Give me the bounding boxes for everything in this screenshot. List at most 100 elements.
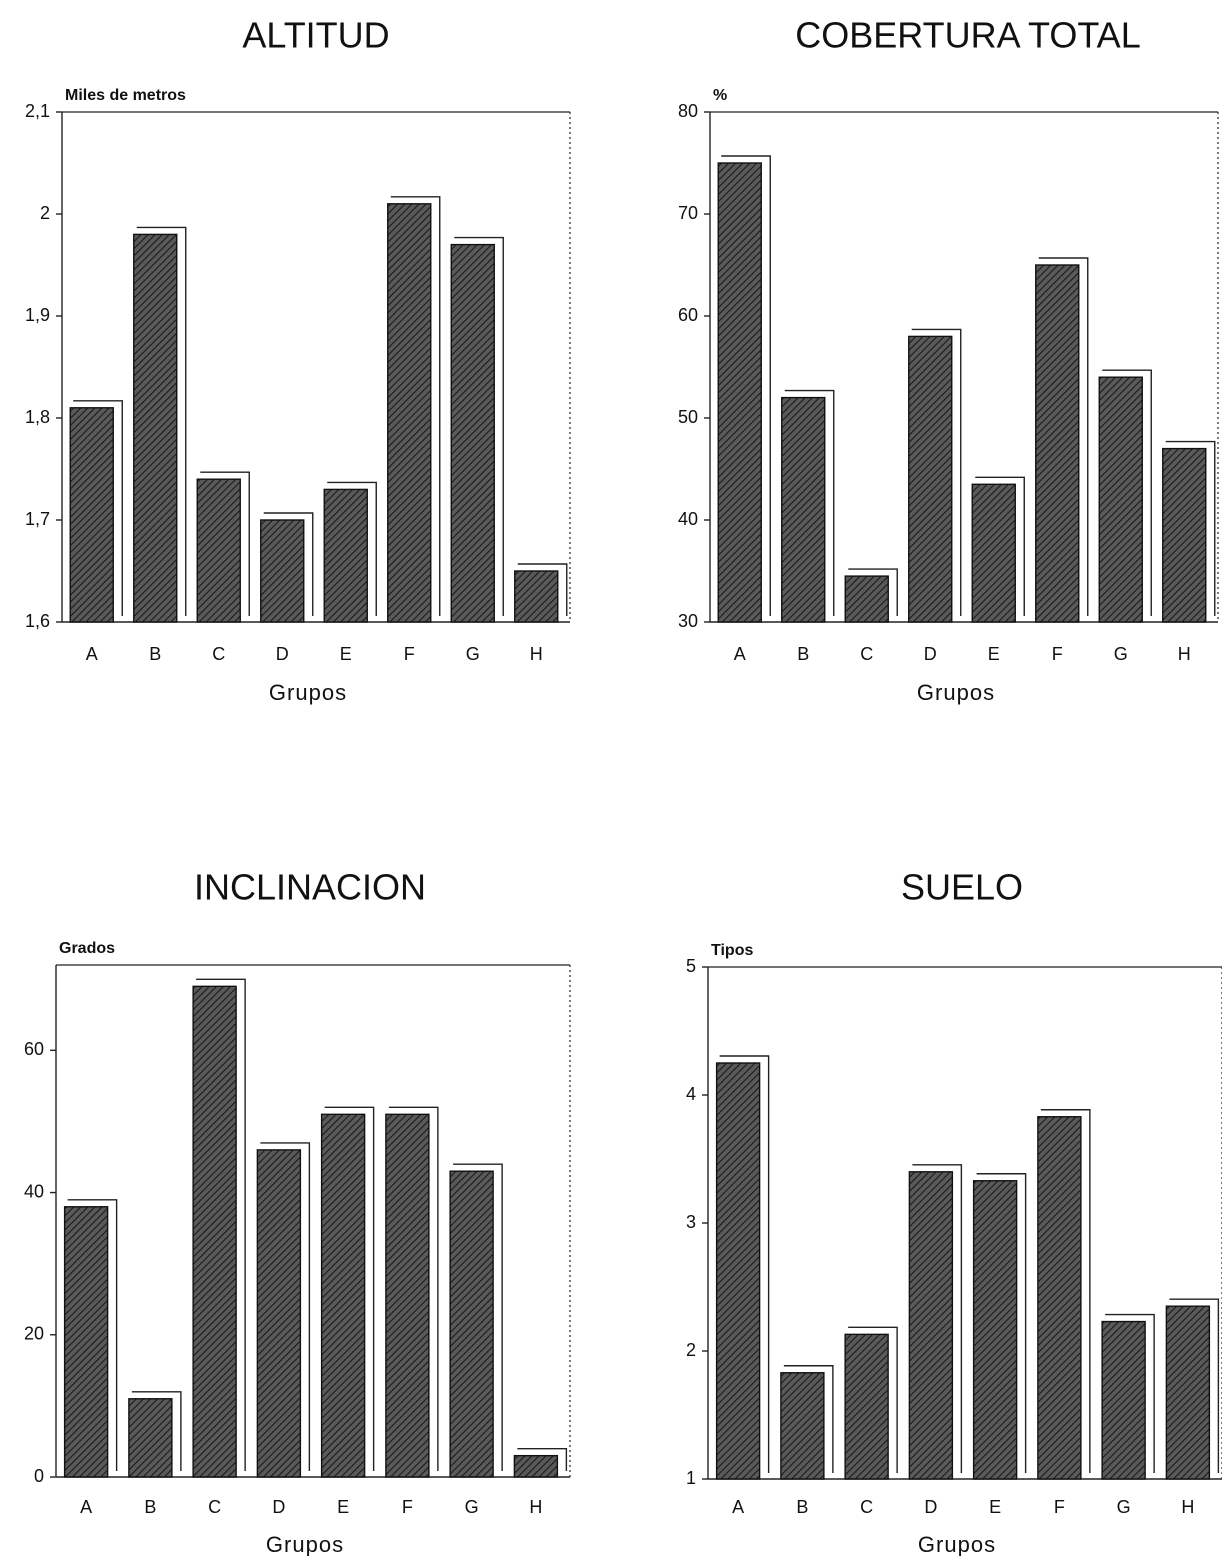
y-tick-label: 1,6 — [25, 611, 50, 631]
y-unit-label: Tipos — [711, 942, 753, 959]
chart-title: INCLINACION — [194, 867, 426, 908]
bar-A — [69, 407, 114, 623]
bar-H — [1165, 1305, 1211, 1480]
bar-H — [1162, 447, 1207, 623]
bar-H — [514, 570, 559, 623]
x-tick-label: D — [276, 644, 289, 664]
x-tick-label: D — [924, 1497, 937, 1517]
x-tick-label: C — [212, 644, 225, 664]
bar-shadow — [1038, 257, 1089, 616]
x-axis-label: Grupos — [918, 1532, 996, 1556]
bar-shadow — [136, 226, 187, 616]
bar-shadow — [388, 1106, 439, 1471]
bar-G — [449, 1170, 494, 1478]
bar-E — [323, 488, 368, 623]
bar-shadow — [67, 1199, 118, 1471]
y-tick-label: 2 — [40, 203, 50, 223]
bar-shadow — [719, 1055, 770, 1473]
bar-shadow — [976, 1173, 1027, 1473]
bar-shadow — [1105, 1313, 1155, 1473]
y-tick-label: 2 — [686, 1340, 696, 1360]
x-tick-label: A — [80, 1497, 92, 1517]
bar-G — [1098, 376, 1143, 623]
bar-E — [320, 1113, 366, 1478]
chart-title: COBERTURA TOTAL — [795, 15, 1140, 56]
x-tick-label: H — [529, 1497, 542, 1517]
bar-shadow — [73, 400, 123, 616]
x-tick-label: F — [404, 644, 415, 664]
x-tick-label: F — [1052, 644, 1063, 664]
bar-E — [972, 1180, 1018, 1480]
bar-D — [908, 335, 953, 623]
x-axis-label: Grupos — [269, 680, 347, 705]
bar-E — [971, 483, 1016, 623]
bar-F — [1035, 264, 1080, 623]
bar-shadow — [911, 328, 962, 616]
x-tick-label: D — [924, 644, 937, 664]
bar-shadow — [1102, 369, 1152, 616]
y-unit-label: % — [713, 87, 727, 104]
y-tick-label: 3 — [686, 1212, 696, 1232]
chart-title: ALTITUD — [242, 15, 389, 56]
bar-C — [196, 478, 241, 623]
bar-shadow — [131, 1391, 182, 1471]
bar-D — [256, 1149, 302, 1478]
bar-C — [192, 985, 237, 1478]
bar-shadow — [1165, 440, 1216, 616]
bar-H — [513, 1454, 559, 1478]
bar-shadow — [517, 563, 568, 616]
chart-1: ALTITUD Miles de metros 1,6 1,7 1,8 1,9 2 2,1 A B… — [25, 15, 571, 705]
chart-3: INCLINACION Grados 0 20 40 60 A B C D E F G H Grupos — [24, 867, 571, 1556]
bar-G — [1101, 1320, 1146, 1480]
x-tick-label: A — [734, 644, 746, 664]
x-tick-label: H — [1181, 1497, 1194, 1517]
bar-shadow — [1040, 1109, 1091, 1473]
y-tick-label: 20 — [24, 1324, 44, 1344]
x-tick-label: C — [860, 1497, 873, 1517]
y-tick-label: 2,1 — [25, 101, 50, 121]
y-tick-label: 60 — [24, 1039, 44, 1059]
x-tick-label: E — [340, 644, 352, 664]
bar-F — [1037, 1116, 1082, 1480]
bar-shadow — [517, 1447, 568, 1471]
y-tick-label: 1,7 — [25, 509, 50, 529]
bar-shadow — [784, 389, 835, 616]
x-tick-label: B — [149, 644, 161, 664]
bar-shadow — [721, 155, 771, 616]
bar-shadow — [783, 1365, 834, 1473]
bar-C — [844, 1333, 889, 1480]
chart-4: SUELO Tipos 1 2 3 4 5 A B C D E F G H Grupos — [686, 867, 1222, 1556]
x-axis-label: Grupos — [266, 1532, 344, 1556]
bar-G — [450, 243, 495, 623]
x-tick-label: H — [1178, 644, 1191, 664]
bar-shadow — [453, 1163, 503, 1471]
bar-shadow — [260, 1142, 311, 1471]
bar-A — [717, 162, 762, 623]
y-tick-label: 40 — [678, 509, 698, 529]
y-tick-label: 30 — [678, 611, 698, 631]
x-tick-label: B — [797, 644, 809, 664]
y-tick-label: 5 — [686, 956, 696, 976]
x-tick-label: G — [1117, 1497, 1131, 1517]
bar-A — [715, 1062, 761, 1480]
x-tick-label: E — [989, 1497, 1001, 1517]
x-tick-label: D — [272, 1497, 285, 1517]
bar-shadow — [200, 471, 250, 616]
x-tick-label: F — [1054, 1497, 1065, 1517]
bar-shadow — [263, 512, 314, 616]
chart-2: COBERTURA TOTAL% 30 40 50 60 70 80 A B C D E F G H Grup… — [678, 15, 1219, 705]
x-tick-label: F — [402, 1497, 413, 1517]
x-tick-label: A — [86, 644, 98, 664]
bar-B — [780, 1372, 825, 1480]
y-tick-label: 70 — [678, 203, 698, 223]
bar-B — [128, 1398, 173, 1478]
bar-D — [908, 1171, 954, 1480]
x-tick-label: B — [796, 1497, 808, 1517]
x-tick-label: H — [530, 644, 543, 664]
y-tick-label: 80 — [678, 101, 698, 121]
y-unit-label: Miles de metros — [65, 87, 186, 104]
x-tick-label: G — [1114, 644, 1128, 664]
bar-shadow — [196, 978, 246, 1471]
y-tick-label: 1 — [686, 1468, 696, 1488]
